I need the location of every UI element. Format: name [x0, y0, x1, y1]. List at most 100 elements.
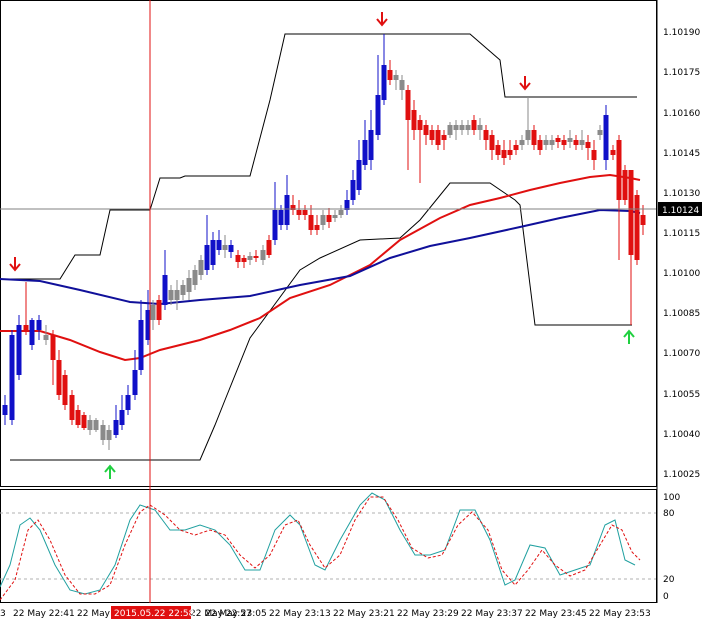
- candle-body: [132, 370, 138, 395]
- candle-body: [56, 360, 62, 395]
- candle: [75, 405, 81, 428]
- candle-body: [381, 65, 387, 100]
- price-tick: 1.10085: [663, 309, 700, 319]
- candle: [100, 420, 106, 445]
- candle-body: [314, 225, 320, 230]
- candle-body: [119, 410, 125, 425]
- candle-body: [332, 215, 338, 218]
- candle: [69, 390, 75, 425]
- buy-arrow-icon: [104, 464, 116, 479]
- oscillator-pane-border: [0, 489, 657, 603]
- candle: [531, 125, 537, 150]
- current-price-badge: 1.10124: [658, 202, 702, 216]
- candle: [399, 75, 405, 100]
- candle-body: [555, 138, 561, 142]
- candle-body: [338, 210, 344, 215]
- arrow-head: [519, 82, 531, 91]
- candle-body: [525, 130, 531, 140]
- candle-body: [150, 305, 156, 320]
- candle: [573, 135, 579, 150]
- candle: [471, 115, 477, 135]
- candle: [87, 415, 93, 435]
- candle-body: [616, 140, 622, 200]
- candle-body: [228, 245, 234, 252]
- candle: [119, 395, 125, 430]
- candle: [453, 120, 459, 140]
- candle: [272, 182, 278, 245]
- candle-body: [519, 140, 525, 145]
- candle: [296, 200, 302, 220]
- candle: [362, 120, 368, 170]
- time-tick: 22 May 23:21: [333, 609, 395, 619]
- time-axis: 3 22 May 22:41 22 May 22 May 22:57 22 Ma…: [0, 609, 651, 619]
- candle: [168, 285, 174, 305]
- svg-text:0: 0: [663, 592, 669, 602]
- time-tick: 22 May 23:37: [461, 609, 523, 619]
- crosshair-time-badge: 2015.05.22 22:58: [111, 606, 195, 619]
- candle-body: [284, 195, 290, 225]
- candle-body: [495, 145, 501, 155]
- candle: [23, 282, 29, 335]
- candle-body: [156, 300, 162, 320]
- candle: [610, 145, 616, 160]
- candle-body: [320, 215, 326, 225]
- candle: [501, 140, 507, 165]
- candle-body: [113, 420, 119, 435]
- candle-body: [453, 125, 459, 130]
- candle: [253, 250, 259, 262]
- candle-body: [222, 245, 228, 250]
- candle: [216, 230, 222, 255]
- candle-body: [591, 150, 597, 160]
- candle-body: [465, 125, 471, 130]
- candle: [174, 280, 180, 310]
- candle-body: [296, 210, 302, 215]
- candle-body: [138, 320, 144, 370]
- candle: [266, 235, 272, 258]
- candle-body: [278, 210, 284, 225]
- candle: [36, 315, 42, 340]
- candle-body: [326, 215, 332, 222]
- candle-body: [393, 75, 399, 80]
- candle: [483, 125, 489, 150]
- candle: [519, 135, 525, 150]
- candle-body: [75, 410, 81, 425]
- candle-body: [531, 130, 537, 145]
- candle-body: [216, 240, 222, 250]
- price-tick: 1.10100: [663, 269, 700, 279]
- candle-body: [36, 320, 42, 330]
- candle-body: [93, 420, 99, 430]
- candle: [459, 120, 465, 135]
- candle: [9, 330, 15, 425]
- candle-body: [162, 275, 168, 305]
- time-tick: 22 May 22:41: [13, 609, 75, 619]
- candle-body: [640, 215, 646, 225]
- candle-body: [549, 140, 555, 145]
- candle: [2, 395, 8, 425]
- candle: [228, 240, 234, 258]
- price-tick: 1.10160: [663, 109, 700, 119]
- sell-arrow-icon: [376, 12, 388, 27]
- candle-body: [447, 125, 453, 135]
- candle: [537, 135, 543, 155]
- channel-lower-line: [10, 182, 632, 461]
- candle: [381, 34, 387, 105]
- candle-body: [180, 285, 186, 295]
- arrow-head: [623, 329, 635, 338]
- candle: [477, 118, 483, 140]
- candle: [411, 100, 417, 140]
- candle: [235, 250, 241, 268]
- price-tick: 1.10115: [663, 229, 700, 239]
- candle: [543, 135, 549, 150]
- candle: [640, 205, 646, 235]
- candle: [465, 120, 471, 135]
- candle: [204, 215, 210, 275]
- candle: [549, 135, 555, 150]
- candle-body: [174, 290, 180, 300]
- price-tick: 1.10145: [663, 149, 700, 159]
- candle-body: [567, 138, 573, 142]
- time-tick: 22 May 23:45: [525, 609, 587, 619]
- candle: [16, 315, 22, 380]
- candle-body: [81, 415, 87, 428]
